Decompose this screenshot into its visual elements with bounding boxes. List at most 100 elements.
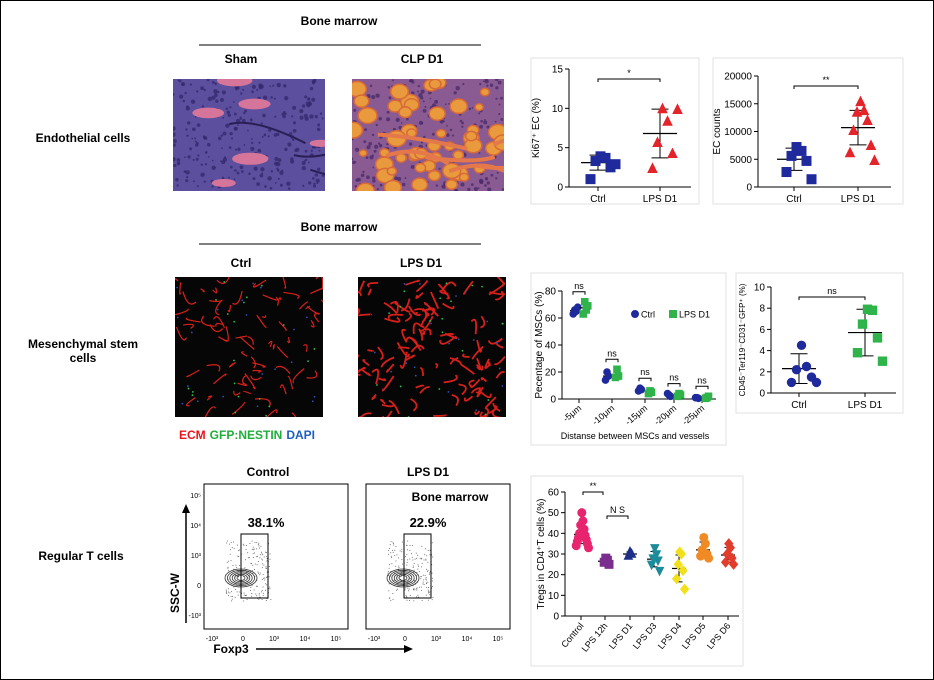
nucleus (365, 156, 369, 160)
nucleus (233, 126, 238, 131)
dot (583, 302, 592, 310)
y-tick-label: 8 (759, 304, 765, 315)
event (427, 589, 429, 591)
nucleus (453, 188, 458, 191)
event (256, 585, 258, 587)
event (256, 564, 258, 566)
flow-x-tick: 0 (403, 636, 407, 643)
event (260, 545, 262, 547)
sinusoid (452, 149, 465, 161)
cell (190, 331, 193, 334)
event (392, 551, 394, 553)
event (427, 590, 429, 592)
y-tick-label: 20 (545, 368, 557, 379)
flow-x-tick: 10⁵ (331, 636, 342, 643)
nucleus (354, 147, 360, 152)
nucleus (478, 112, 481, 115)
event (252, 546, 254, 548)
vessel (310, 168, 325, 176)
dot (613, 365, 621, 374)
nucleus (244, 109, 248, 113)
y-tick-label: 5000 (730, 155, 753, 166)
nucleus (314, 114, 318, 119)
nucleus (495, 86, 499, 90)
event (416, 596, 418, 598)
y-tick-label: 5 (557, 143, 563, 154)
ecm (419, 316, 434, 333)
flow-x-tick: 0 (241, 636, 245, 643)
nucleus (394, 176, 398, 181)
sinusoid (479, 87, 491, 97)
nucleus (372, 176, 376, 180)
ecm (400, 298, 411, 312)
sinusoid (435, 128, 447, 139)
dot (867, 305, 878, 316)
event (245, 559, 247, 561)
cell (484, 413, 487, 416)
ecm (218, 336, 229, 342)
event (232, 564, 234, 566)
nucleus (395, 117, 400, 123)
event (420, 575, 422, 577)
event (249, 543, 251, 545)
dot (573, 303, 582, 312)
dot (647, 162, 658, 174)
nucleus (261, 172, 264, 175)
nucleus (410, 164, 415, 169)
nucleus (289, 159, 295, 164)
y-tick-label: 2 (759, 367, 765, 378)
nucleus (309, 114, 314, 119)
event (414, 558, 416, 560)
nucleus (309, 86, 314, 91)
ecm (292, 368, 305, 384)
nucleus (220, 134, 224, 137)
event (429, 594, 431, 596)
nucleus (173, 93, 175, 96)
nucleus (260, 122, 263, 125)
cell (475, 409, 478, 412)
ecm (227, 304, 232, 313)
nucleus (301, 104, 306, 108)
nucleus (286, 181, 291, 186)
event (424, 554, 426, 556)
nucleus (215, 99, 219, 103)
ecm (401, 328, 408, 343)
event (227, 566, 229, 568)
cell (259, 286, 262, 289)
nucleus (303, 113, 308, 118)
dot (631, 310, 639, 318)
ecm (204, 406, 217, 417)
nucleus (276, 132, 280, 137)
event (246, 594, 248, 596)
ecm (268, 340, 273, 348)
cell (274, 368, 277, 371)
contour (393, 572, 413, 584)
cell (233, 320, 236, 323)
event (226, 561, 228, 563)
event (388, 567, 390, 569)
nucleus (461, 125, 464, 128)
ecm (186, 369, 200, 378)
cell (419, 283, 421, 285)
y-tick-label: 0 (557, 183, 563, 194)
nucleus (302, 184, 305, 188)
sig-bracket (798, 296, 866, 300)
nucleus (484, 184, 487, 187)
event (426, 568, 428, 570)
sinusoid (352, 121, 364, 139)
event (428, 592, 430, 594)
nucleus (250, 141, 254, 145)
nucleus (434, 99, 439, 104)
event (230, 541, 232, 543)
event (258, 594, 260, 596)
ecm (484, 406, 490, 417)
event (401, 551, 403, 553)
ecm (206, 395, 213, 401)
event (266, 576, 268, 578)
nucleus (353, 108, 357, 112)
ecm (371, 393, 377, 400)
nucleus (216, 90, 220, 94)
ecm (232, 290, 243, 305)
dot (857, 319, 868, 329)
event (408, 588, 410, 590)
